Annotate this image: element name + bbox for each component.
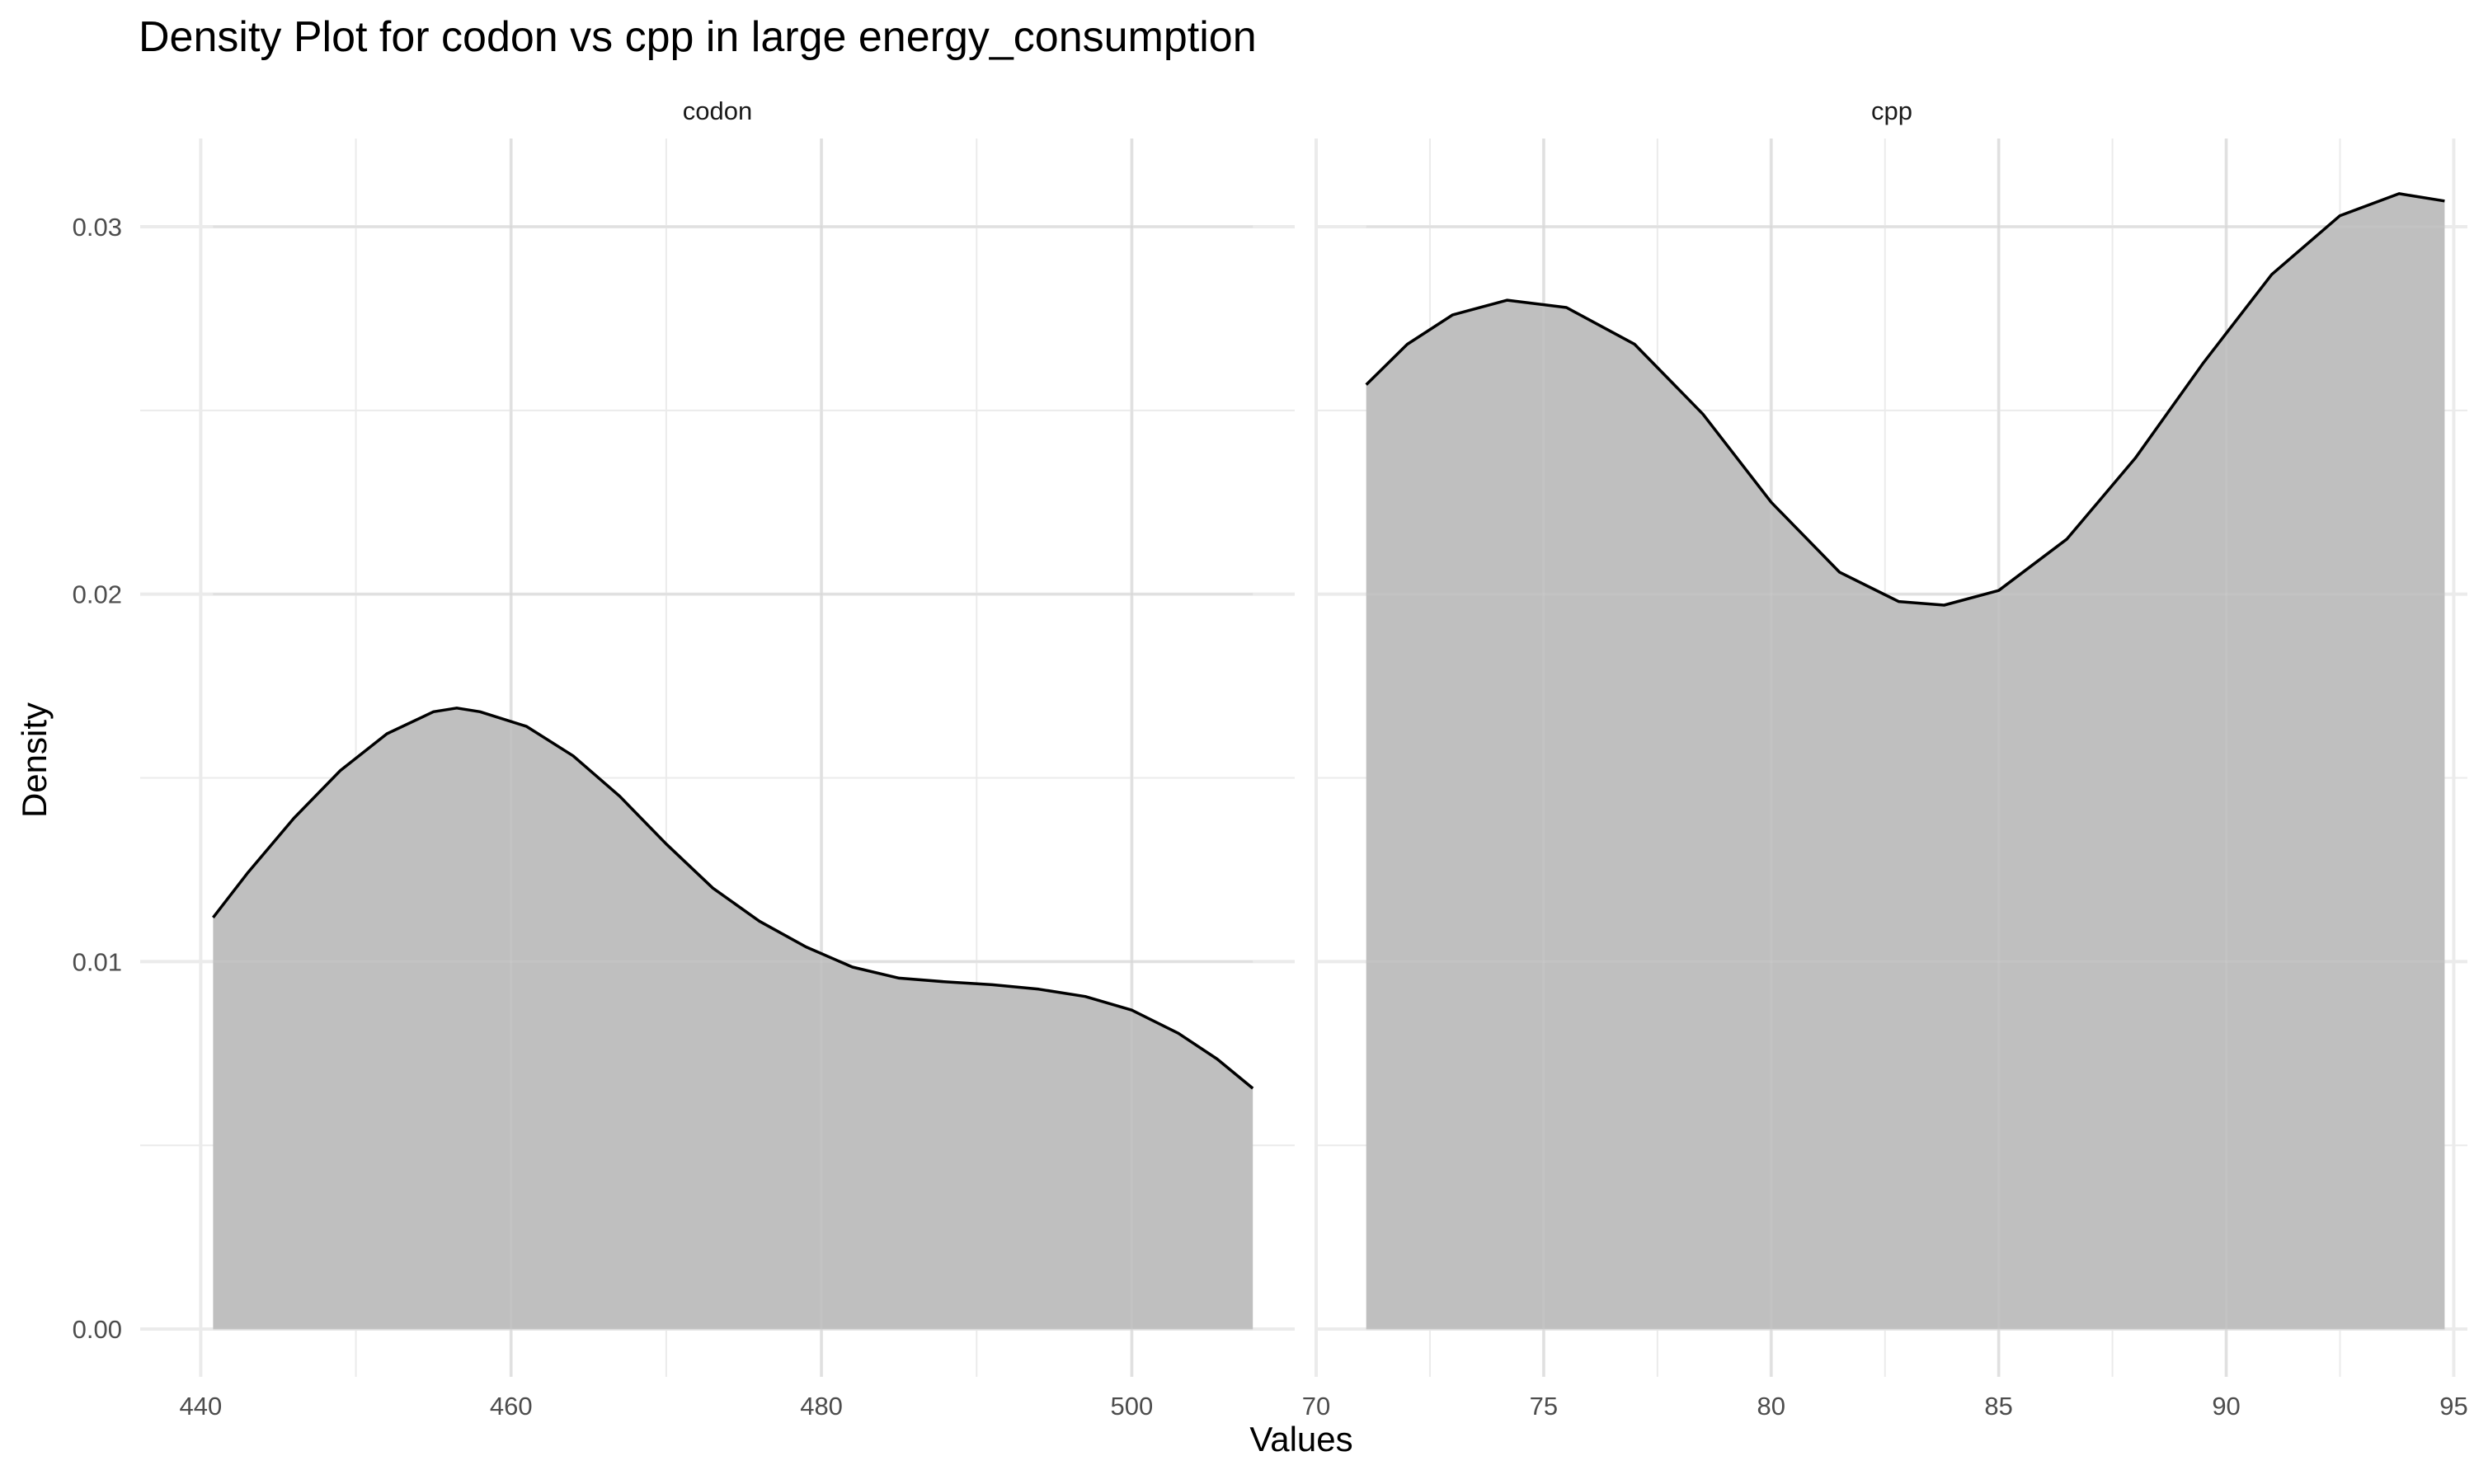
x-tick-label: 440 <box>180 1392 223 1421</box>
y-tick-label: 0.03 <box>73 213 122 242</box>
panel-codon: codon 440 460 480 500 <box>140 96 1295 1421</box>
y-tick-label: 0.02 <box>73 580 122 609</box>
chart-title: Density Plot for codon vs cpp in large e… <box>139 13 1257 61</box>
x-tick-label: 70 <box>1302 1392 1330 1421</box>
facet-label-cpp: cpp <box>1871 96 1912 125</box>
x-tick-label: 500 <box>1111 1392 1154 1421</box>
y-axis: 0.00 0.01 0.02 0.03 <box>73 213 122 1344</box>
x-tick-label: 90 <box>2212 1392 2240 1421</box>
x-tick-label: 480 <box>800 1392 843 1421</box>
facet-label-codon: codon <box>683 96 752 125</box>
x-axis-title: Values <box>1249 1420 1352 1458</box>
density-line-codon <box>212 707 1254 1090</box>
density-area-codon <box>213 707 1253 1330</box>
density-area-cpp <box>1366 193 2445 1330</box>
y-tick-label: 0.00 <box>73 1315 122 1344</box>
y-tick-label: 0.01 <box>73 947 122 976</box>
x-tick-label: 75 <box>1530 1392 1558 1421</box>
x-tick-label: 460 <box>490 1392 533 1421</box>
x-tick-label: 95 <box>2439 1392 2467 1421</box>
panel-cpp: cpp 70 75 80 85 90 95 <box>1302 96 2468 1421</box>
density-line-cpp <box>1365 192 2445 607</box>
y-axis-title: Density <box>15 702 54 818</box>
x-tick-label: 80 <box>1757 1392 1785 1421</box>
facet-panels: codon 440 460 480 500 cpp 70 75 80 85 90 95 <box>140 96 2468 1421</box>
x-tick-label: 85 <box>1984 1392 2012 1421</box>
